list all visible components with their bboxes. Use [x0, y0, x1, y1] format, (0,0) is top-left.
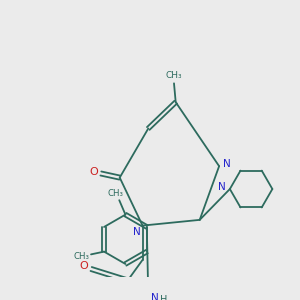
Text: N: N [223, 160, 230, 170]
Text: O: O [79, 261, 88, 271]
Text: CH₃: CH₃ [74, 252, 89, 261]
Text: CH₃: CH₃ [166, 71, 182, 80]
Text: H: H [160, 295, 168, 300]
Text: O: O [89, 167, 98, 177]
Text: CH₃: CH₃ [108, 189, 124, 198]
Text: N: N [151, 293, 158, 300]
Text: N: N [133, 227, 140, 237]
Text: N: N [218, 182, 226, 192]
